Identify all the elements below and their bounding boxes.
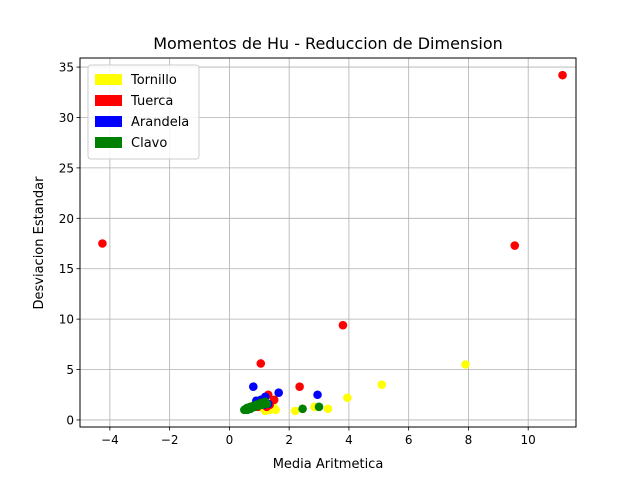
data-point-arandela: [249, 382, 258, 391]
y-tick-label: 15: [59, 262, 74, 276]
y-tick-label: 10: [59, 313, 74, 327]
data-point-tornillo: [343, 393, 352, 403]
data-point-tuerca: [558, 70, 567, 80]
grid: [80, 58, 576, 427]
x-axis-label: Media Aritmetica: [273, 457, 384, 472]
data-point-tuerca: [98, 239, 107, 248]
y-tick-label: 30: [59, 111, 74, 125]
x-tick-label: 10: [521, 433, 536, 447]
data-point-arandela: [274, 388, 283, 398]
legend-swatch-clavo: [95, 137, 122, 148]
legend-label-arandela: Arandela: [131, 115, 189, 130]
data-point-arandela: [313, 390, 322, 400]
legend-swatch-arandela: [95, 116, 122, 127]
y-tick-label: 5: [66, 363, 74, 377]
x-tick-label: 6: [405, 433, 413, 447]
axis-ticks: −4 −2 0 2 4 6 8 10 0 5 10 15 20 25 30 35: [59, 61, 536, 447]
legend-swatch-tornillo: [95, 74, 122, 85]
data-point-tuerca: [510, 241, 520, 250]
legend-label-tuerca: Tuerca: [130, 94, 173, 109]
data-point-clavo: [262, 399, 272, 409]
y-axis-label: Desviacion Estandar: [32, 176, 47, 310]
legend-label-clavo: Clavo: [131, 136, 167, 151]
x-tick-label: 4: [345, 433, 353, 447]
chart-title: Momentos de Hu - Reduccion de Dimension: [153, 34, 503, 53]
series-tornillo: [257, 360, 470, 416]
x-tick-label: −4: [101, 433, 119, 447]
x-tick-label: −2: [161, 433, 179, 447]
data-point-tornillo: [290, 406, 300, 416]
data-point-tuerca: [338, 320, 348, 330]
data-point-tuerca: [256, 359, 266, 368]
data-point-clavo: [246, 404, 255, 414]
legend-box: [87, 64, 200, 160]
data-point-clavo: [298, 404, 307, 414]
data-point-tornillo: [377, 380, 387, 389]
legend: Tornillo Tuerca Arandela Clavo: [87, 64, 200, 160]
data-points: [98, 70, 567, 416]
data-point-tornillo: [323, 404, 333, 414]
series-clavo: [240, 397, 324, 415]
plot-frame: [79, 57, 577, 428]
legend-swatch-tuerca: [95, 95, 122, 106]
y-tick-label: 25: [59, 161, 74, 175]
data-point-clavo: [314, 402, 324, 412]
data-point-tuerca: [295, 382, 304, 391]
legend-label-tornillo: Tornillo: [130, 73, 177, 88]
x-tick-label: 0: [226, 433, 234, 447]
x-tick-label: 2: [285, 433, 293, 447]
y-tick-label: 35: [59, 61, 74, 75]
y-tick-label: 20: [59, 212, 74, 226]
y-tick-label: 0: [66, 413, 74, 427]
data-point-tornillo: [461, 360, 470, 369]
x-tick-label: 8: [465, 433, 473, 447]
